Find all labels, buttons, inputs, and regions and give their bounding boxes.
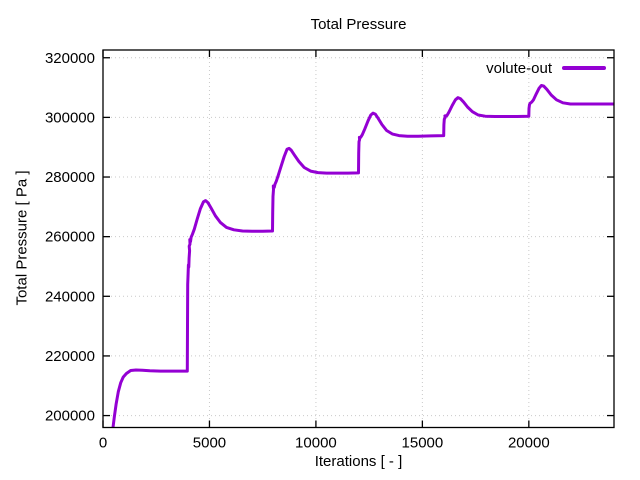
y-tick-label: 200000 (45, 408, 95, 425)
x-tick-label: 10000 (295, 435, 337, 452)
x-tick-label: 5000 (193, 435, 226, 452)
legend-line-sample-icon (562, 66, 606, 70)
y-tick-label: 240000 (45, 288, 95, 305)
y-axis-label: Total Pressure [ Pa ] (13, 170, 31, 306)
y-tick-label: 280000 (45, 169, 95, 186)
x-axis-label: Iterations [ - ] (314, 453, 403, 470)
y-tick-label: 300000 (45, 109, 95, 126)
x-tick-label: 0 (99, 435, 107, 452)
y-tick-label: 220000 (45, 348, 95, 365)
y-tick-label: 320000 (45, 50, 95, 67)
x-tick-label: 20000 (508, 435, 550, 452)
series-line-volute-out (111, 84, 614, 428)
plot-border (102, 49, 615, 429)
legend-label-volute-out: volute-out (486, 59, 552, 77)
legend: volute-out (0, 59, 606, 77)
x-tick-label: 15000 (402, 435, 444, 452)
chart-title: Total Pressure (310, 16, 407, 33)
y-tick-label: 260000 (45, 229, 95, 246)
